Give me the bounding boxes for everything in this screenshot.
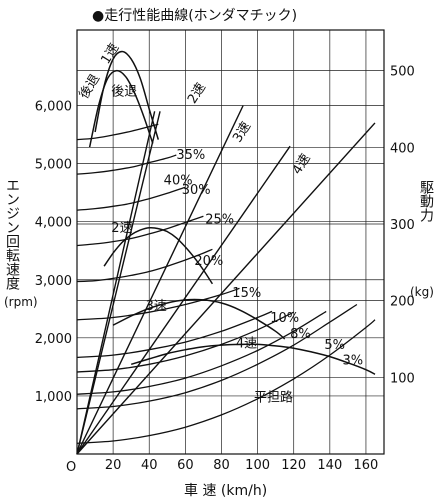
y-right-tick-label: 300 <box>390 218 415 233</box>
engine-speed-label: 1速 <box>98 41 122 67</box>
y-left-tick-label: 2,000 <box>35 332 72 347</box>
engine-speed-line <box>76 122 376 455</box>
grid <box>77 30 384 454</box>
y-right-tick-label: 200 <box>390 295 415 310</box>
chart-title: ●走行性能曲線(ホンダマチック) <box>92 8 297 24</box>
tractive-force-curve <box>88 69 154 148</box>
x-tick-label: 140 <box>317 458 342 473</box>
tractive-force-label: 2速 <box>111 221 132 236</box>
y-left-tick-label: 4,000 <box>35 216 72 231</box>
engine-speed-label: 後退 <box>77 72 104 102</box>
gradient-label: 5% <box>324 338 345 353</box>
curve-labels: 40% 35% 30% 25% 20% 15% 10%8% 5%3% 平担路 後退 2速 3速 4速 1速… <box>77 41 363 406</box>
gradient-resistance-curve <box>76 248 213 283</box>
engine-speed-line <box>76 105 244 455</box>
curves <box>76 50 376 455</box>
y-left-tick-label: 6,000 <box>35 100 72 115</box>
plot-frame <box>76 29 385 455</box>
gradient-label: 15% <box>232 286 261 301</box>
y-right-axis-label: 駆動力 <box>418 180 434 223</box>
tractive-force-label: 後退 <box>111 85 137 100</box>
gradient-label: 3% <box>342 354 363 369</box>
tractive-force-curve <box>130 343 376 375</box>
gradient-resistance-curve <box>76 186 186 211</box>
engine-speed-line <box>76 111 161 455</box>
engine-speed-label: 2速 <box>185 80 209 106</box>
gradient-label: 平担路 <box>254 390 293 406</box>
tractive-force-curve <box>112 298 286 340</box>
gradient-label: 35% <box>176 148 205 163</box>
x-tick-label: 120 <box>281 458 306 473</box>
gradient-resistance-curve <box>76 319 376 444</box>
gradient-resistance-curve <box>76 303 358 410</box>
gradient-label: 25% <box>205 212 234 227</box>
tractive-force-curve <box>103 226 214 285</box>
y-right-axis-unit: (kg) <box>410 285 434 299</box>
tractive-force-label: 3速 <box>146 299 167 314</box>
y-right-tick-label: 100 <box>390 371 415 386</box>
gradient-resistance-curve <box>76 310 273 359</box>
gradient-resistance-curve <box>76 154 177 175</box>
gradient-resistance-curve <box>76 215 204 247</box>
gradient-label: 30% <box>182 183 211 198</box>
y-left-tick-label: 1,000 <box>35 390 72 405</box>
gradient-resistance-curve <box>76 123 159 141</box>
x-tick-label: 20 <box>105 458 122 473</box>
y-right-tick-label: 500 <box>390 65 415 80</box>
gradient-label: 20% <box>194 254 223 269</box>
origin-label: O <box>66 460 76 475</box>
y-right-tick-label: 400 <box>390 141 415 156</box>
x-tick-label: 80 <box>213 458 230 473</box>
engine-speed-line <box>76 145 291 455</box>
engine-speed-label: 3速 <box>230 119 254 145</box>
gradient-resistance-curve <box>76 310 327 395</box>
x-tick-label: 100 <box>245 458 270 473</box>
y-left-tick-label: 5,000 <box>35 158 72 173</box>
gradient-label: 10% <box>270 311 299 326</box>
x-axis-label: 車 速 (km/h) <box>184 482 267 499</box>
y-left-tick-label: 3,000 <box>35 274 72 289</box>
y-left-axis-unit: (rpm) <box>4 295 38 309</box>
engine-speed-line <box>76 111 156 455</box>
gradient-label: 40% <box>164 173 193 188</box>
y-left-axis-label: エンジン回転速度 <box>4 178 20 290</box>
tractive-force-label: 4速 <box>236 337 257 352</box>
gradient-resistance-curve <box>76 311 294 373</box>
axis-ticks: 20 40 60 80 100 120 140 160 1,000 2,000 3,000 4,000… <box>35 65 415 473</box>
x-tick-label: 160 <box>354 458 379 473</box>
x-tick-label: 40 <box>141 458 158 473</box>
x-tick-label: 60 <box>177 458 194 473</box>
gradient-label: 8% <box>290 327 311 342</box>
